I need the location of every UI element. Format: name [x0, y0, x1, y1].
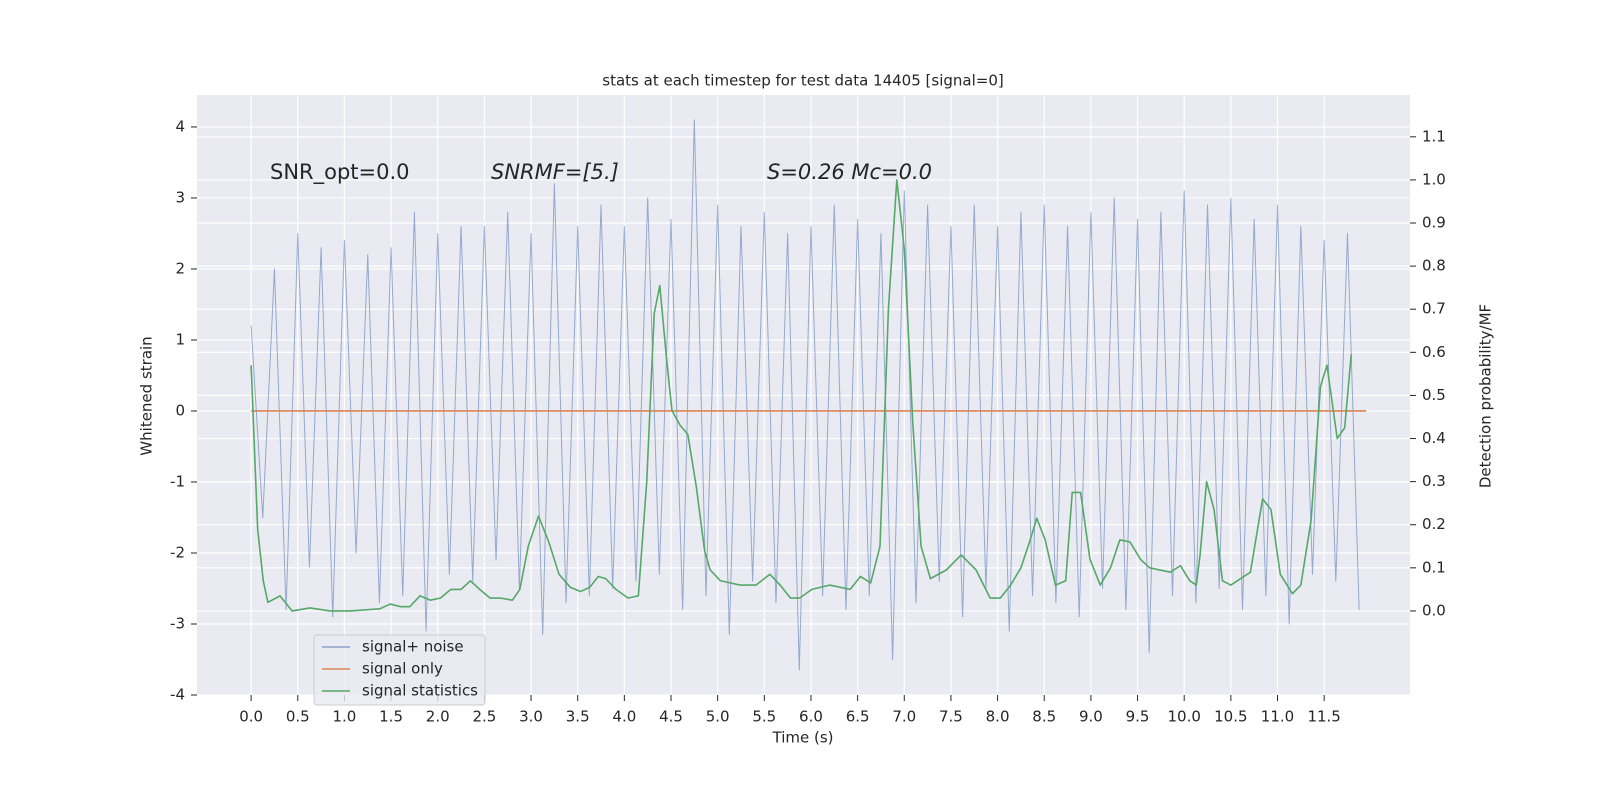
series-line: [250, 119, 1360, 671]
y2-tick-label: 0.7: [1422, 300, 1446, 318]
y2-tick-label: 0.2: [1422, 515, 1446, 533]
x-tick-label: 0.0: [239, 708, 263, 726]
y2-tick-label: 0.5: [1422, 386, 1446, 404]
legend-label: signal+ noise: [362, 638, 464, 656]
annotation: S=0.26 Mc=0.0: [767, 160, 932, 184]
marks: [250, 119, 1367, 671]
x-tick-label: 10.0: [1167, 708, 1200, 726]
x-tick-label: 2.0: [426, 708, 450, 726]
y2-tick-label: 0.4: [1422, 429, 1446, 447]
y2-tick-label: 1.0: [1422, 170, 1446, 188]
x-tick-label: 1.5: [379, 708, 403, 726]
x-tick-label: 3.0: [519, 708, 543, 726]
y-axis-label: Whitened strain: [138, 336, 156, 455]
y-tick-label: 2: [175, 259, 185, 277]
x-tick-label: 6.5: [846, 708, 870, 726]
y-tick-label: 1: [175, 330, 185, 348]
y2-tick-label: 0.8: [1422, 257, 1446, 275]
x-tick-label: 11.0: [1261, 708, 1294, 726]
x-tick-label: 11.5: [1307, 708, 1340, 726]
x-tick-label: 7.5: [939, 708, 963, 726]
x-tick-label: 8.0: [986, 708, 1010, 726]
x-tick-label: 5.5: [752, 708, 776, 726]
x-tick-label: 7.0: [892, 708, 916, 726]
y2-tick-label: 0.1: [1422, 558, 1446, 576]
x-tick-label: 1.0: [332, 708, 356, 726]
labels: 0.0 0.5 1.0 1.5 2.0 2.5 3.0 3.5 4.0 4.5 5.0 5.5 6.0 6…: [170, 117, 1446, 725]
x-tick-label: 4.5: [659, 708, 683, 726]
annotation: SNRMF=[5.]: [491, 160, 619, 184]
y-tick-label: 3: [175, 188, 185, 206]
x-tick-label: 0.5: [286, 708, 310, 726]
x-tick-label: 8.5: [1032, 708, 1056, 726]
y-tick-label: 4: [175, 117, 185, 135]
x-tick-label: 4.0: [612, 708, 636, 726]
y-tick-label: -1: [170, 472, 185, 490]
x-tick-label: 5.0: [706, 708, 730, 726]
y2-tick-label: 0.6: [1422, 343, 1446, 361]
x-tick-label: 3.5: [566, 708, 590, 726]
chart-title: stats at each timestep for test data 144…: [602, 72, 1003, 90]
y-tick-label: 0: [175, 401, 185, 419]
y2-tick-label: 1.1: [1422, 127, 1446, 145]
y-tick-label: -3: [170, 614, 185, 632]
legend: signal+ noise signal only signal statistic…: [313, 634, 486, 706]
x-tick-label: 6.0: [799, 708, 823, 726]
legend-label: signal statistics: [362, 682, 478, 700]
y2-tick-label: 0.3: [1422, 472, 1446, 490]
x-tick-label: 9.5: [1126, 708, 1150, 726]
x-tick-label: 10.5: [1214, 708, 1247, 726]
y2-axis-label: Detection probability/MF: [1477, 304, 1495, 488]
x-tick-label: 9.0: [1079, 708, 1103, 726]
x-axis-label: Time (s): [772, 729, 834, 747]
legend-box: [313, 634, 486, 706]
y2-tick-label: 0.0: [1422, 601, 1446, 619]
series-line: [250, 179, 1353, 612]
y2-tick-label: 0.9: [1422, 214, 1446, 232]
annotation: SNR_opt=0.0: [270, 160, 410, 185]
x-tick-label: 2.5: [472, 708, 496, 726]
y-tick-label: -2: [170, 543, 185, 561]
legend-label: signal only: [362, 660, 443, 678]
y-tick-label: -4: [170, 686, 185, 704]
